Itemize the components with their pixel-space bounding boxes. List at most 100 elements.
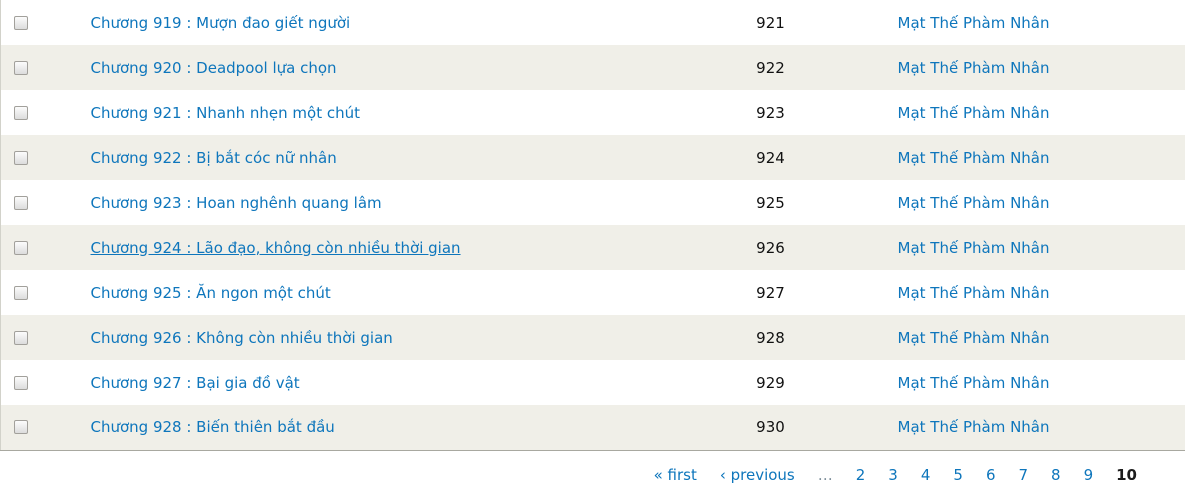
table-row: Chương 923 : Hoan nghênh quang lâm 925 Mạt… [0,180,1185,225]
pager-page-6[interactable]: 6 [985,465,996,484]
pager-page-2[interactable]: 2 [855,465,866,484]
pager-page-7[interactable]: 7 [1018,465,1029,484]
row-checkbox[interactable] [14,330,28,345]
book-title-link[interactable]: Mạt Thế Phàm Nhân [897,13,1050,32]
table-row: Chương 927 : Bại gia đồ vật 929 Mạt Thế Ph… [0,360,1185,405]
chapter-number: 930 [756,418,785,437]
book-title-link[interactable]: Mạt Thế Phàm Nhân [897,238,1050,257]
chapter-title-cell: Chương 923 : Hoan nghênh quang lâm [77,180,691,225]
row-checkbox[interactable] [14,15,28,30]
chapter-number-cell: 927 [691,270,851,315]
book-title-cell: Mạt Thế Phàm Nhân [851,360,1185,405]
chapter-number-cell: 926 [691,225,851,270]
pager-page-5[interactable]: 5 [953,465,963,484]
row-checkbox[interactable] [14,195,28,210]
chapter-number: 928 [756,328,785,347]
chapter-table-body: Chương 919 : Mượn đao giết người 921 Mạt T… [0,0,1185,450]
chapter-title-link[interactable]: Chương 926 : Không còn nhiều thời gian [90,328,393,347]
book-title-cell: Mạt Thế Phàm Nhân [851,270,1185,315]
chapter-title-cell: Chương 928 : Biến thiên bắt đầu [77,405,691,450]
chapter-title-link[interactable]: Chương 919 : Mượn đao giết người [90,13,351,32]
row-checkbox-cell [1,180,77,225]
book-title-cell: Mạt Thế Phàm Nhân [851,180,1185,225]
chapter-title-link[interactable]: Chương 923 : Hoan nghênh quang lâm [90,193,382,212]
book-title-link[interactable]: Mạt Thế Phàm Nhân [897,58,1050,77]
chapter-title-cell: Chương 920 : Deadpool lựa chọn [77,45,691,90]
table-row: Chương 926 : Không còn nhiều thời gian 92… [0,315,1185,360]
row-checkbox-cell [1,315,77,360]
row-checkbox[interactable] [14,105,28,120]
chapter-title-link[interactable]: Chương 925 : Ăn ngon một chút [90,283,331,302]
book-title-cell: Mạt Thế Phàm Nhân [851,45,1185,90]
book-title-link[interactable]: Mạt Thế Phàm Nhân [897,148,1050,167]
chapter-number: 925 [756,193,785,212]
book-title-cell: Mạt Thế Phàm Nhân [851,225,1185,270]
chapter-title-link[interactable]: Chương 928 : Biến thiên bắt đầu [90,418,335,437]
pager-current-page: 10 [1116,465,1137,484]
chapter-title-cell: Chương 926 : Không còn nhiều thời gian [77,315,691,360]
chapter-title-cell: Chương 925 : Ăn ngon một chút [77,270,691,315]
book-title-cell: Mạt Thế Phàm Nhân [851,90,1185,135]
book-title-link[interactable]: Mạt Thế Phàm Nhân [897,103,1050,122]
chapter-title-cell: Chương 921 : Nhanh nhẹn một chút [77,90,691,135]
chapter-title-link[interactable]: Chương 921 : Nhanh nhẹn một chút [90,103,360,122]
table-row: Chương 924 : Lão đạo, không còn nhiều th… [0,225,1185,270]
chapter-table: Chương 919 : Mượn đao giết người 921 Mạt T… [0,0,1185,451]
row-checkbox-cell [1,360,77,405]
book-title-link[interactable]: Mạt Thế Phàm Nhân [897,283,1050,302]
table-row: Chương 928 : Biến thiên bắt đầu 930 Mạt Th… [0,405,1185,450]
table-row: Chương 921 : Nhanh nhẹn một chút 923 Mạt T… [0,90,1185,135]
book-title-link[interactable]: Mạt Thế Phàm Nhân [897,328,1050,347]
chapter-number: 927 [756,283,785,302]
book-title-link[interactable]: Mạt Thế Phàm Nhân [897,418,1050,437]
pager-page-4[interactable]: 4 [920,465,931,484]
book-title-link[interactable]: Mạt Thế Phàm Nhân [897,193,1050,212]
row-checkbox[interactable] [14,240,28,255]
chapter-number: 924 [756,148,785,167]
table-row: Chương 920 : Deadpool lựa chọn 922 Mạt Thế… [0,45,1185,90]
chapter-title-link[interactable]: Chương 927 : Bại gia đồ vật [90,373,300,392]
row-checkbox[interactable] [14,420,28,435]
pager-previous[interactable]: ‹ previous [719,465,795,484]
table-row: Chương 925 : Ăn ngon một chút 927 Mạt Thế … [0,270,1185,315]
chapter-number-cell: 921 [691,0,851,45]
chapter-title-link[interactable]: Chương 920 : Deadpool lựa chọn [90,58,337,77]
chapter-number: 921 [756,13,785,32]
chapter-number: 923 [756,103,785,122]
row-checkbox-cell [1,225,77,270]
book-title-cell: Mạt Thế Phàm Nhân [851,0,1185,45]
chapter-title-link[interactable]: Chương 922 : Bị bắt cóc nữ nhân [90,148,337,167]
row-checkbox[interactable] [14,285,28,300]
pager-page-8[interactable]: 8 [1051,465,1061,484]
chapter-number-cell: 925 [691,180,851,225]
chapter-title-cell: Chương 919 : Mượn đao giết người [77,0,691,45]
pager-page-3[interactable]: 3 [888,465,898,484]
chapter-title-cell: Chương 927 : Bại gia đồ vật [77,360,691,405]
row-checkbox[interactable] [14,150,28,165]
chapter-number-cell: 923 [691,90,851,135]
chapter-number-cell: 922 [691,45,851,90]
pager-ellipsis: … [817,465,833,484]
pagination: « first ‹ previous … 2 3 4 5 6 7 8 9 10 [0,466,1185,484]
chapter-title-cell: Chương 922 : Bị bắt cóc nữ nhân [77,135,691,180]
book-title-cell: Mạt Thế Phàm Nhân [851,135,1185,180]
chapter-number: 926 [756,238,785,257]
row-checkbox[interactable] [14,60,28,75]
book-title-cell: Mạt Thế Phàm Nhân [851,315,1185,360]
table-row: Chương 922 : Bị bắt cóc nữ nhân 924 Mạt Th… [0,135,1185,180]
row-checkbox-cell [1,0,77,45]
row-checkbox-cell [1,45,77,90]
chapter-title-cell: Chương 924 : Lão đạo, không còn nhiều th… [77,225,691,270]
pager-page-9[interactable]: 9 [1083,465,1094,484]
row-checkbox-cell [1,405,77,450]
row-checkbox[interactable] [14,375,28,390]
pager-first[interactable]: « first [653,465,697,484]
book-title-link[interactable]: Mạt Thế Phàm Nhân [897,373,1050,392]
chapter-number-cell: 928 [691,315,851,360]
row-checkbox-cell [1,270,77,315]
chapter-number-cell: 930 [691,405,851,450]
chapter-number: 929 [756,373,785,392]
chapter-title-link[interactable]: Chương 924 : Lão đạo, không còn nhiều th… [90,238,461,257]
row-checkbox-cell [1,90,77,135]
